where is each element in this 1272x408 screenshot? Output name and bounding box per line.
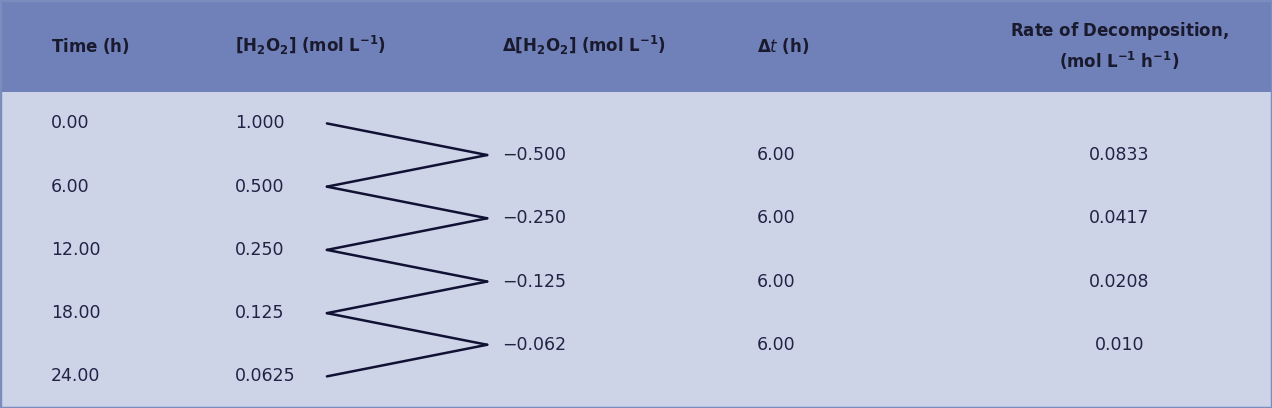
Text: 6.00: 6.00 xyxy=(757,146,795,164)
Text: 18.00: 18.00 xyxy=(51,304,100,322)
Text: 0.00: 0.00 xyxy=(51,114,89,133)
Text: −0.250: −0.250 xyxy=(502,209,566,227)
Text: $\mathbf{[H_2O_2]\ (mol\ L^{-1})}$: $\mathbf{[H_2O_2]\ (mol\ L^{-1})}$ xyxy=(235,34,387,58)
Text: 24.00: 24.00 xyxy=(51,367,100,386)
Text: 6.00: 6.00 xyxy=(757,273,795,290)
Text: 6.00: 6.00 xyxy=(757,336,795,354)
Text: $\mathbf{\Delta[H_2O_2]\ (mol\ L^{-1})}$: $\mathbf{\Delta[H_2O_2]\ (mol\ L^{-1})}$ xyxy=(502,34,667,58)
Text: 1.000: 1.000 xyxy=(235,114,285,133)
Text: 6.00: 6.00 xyxy=(51,177,89,196)
Text: 0.125: 0.125 xyxy=(235,304,285,322)
Text: 0.0208: 0.0208 xyxy=(1089,273,1150,290)
Text: 0.500: 0.500 xyxy=(235,177,285,196)
Text: −0.062: −0.062 xyxy=(502,336,566,354)
Text: 0.0833: 0.0833 xyxy=(1089,146,1150,164)
Text: $\mathbf{Rate\ of\ Decomposition,}$
$\mathbf{(mol\ L^{-1}\ h^{-1})}$: $\mathbf{Rate\ of\ Decomposition,}$ $\ma… xyxy=(1010,20,1229,71)
Text: −0.500: −0.500 xyxy=(502,146,566,164)
Bar xyxy=(0,0,1272,92)
Text: −0.125: −0.125 xyxy=(502,273,566,290)
Text: 6.00: 6.00 xyxy=(757,209,795,227)
Text: $\mathbf{\Delta \mathit{t}\ (h)}$: $\mathbf{\Delta \mathit{t}\ (h)}$ xyxy=(757,36,809,56)
Text: 0.010: 0.010 xyxy=(1095,336,1144,354)
Text: 12.00: 12.00 xyxy=(51,241,100,259)
Text: $\mathbf{Time\ (h)}$: $\mathbf{Time\ (h)}$ xyxy=(51,36,130,56)
Text: 0.0417: 0.0417 xyxy=(1089,209,1150,227)
Text: 0.250: 0.250 xyxy=(235,241,285,259)
Text: 0.0625: 0.0625 xyxy=(235,367,296,386)
